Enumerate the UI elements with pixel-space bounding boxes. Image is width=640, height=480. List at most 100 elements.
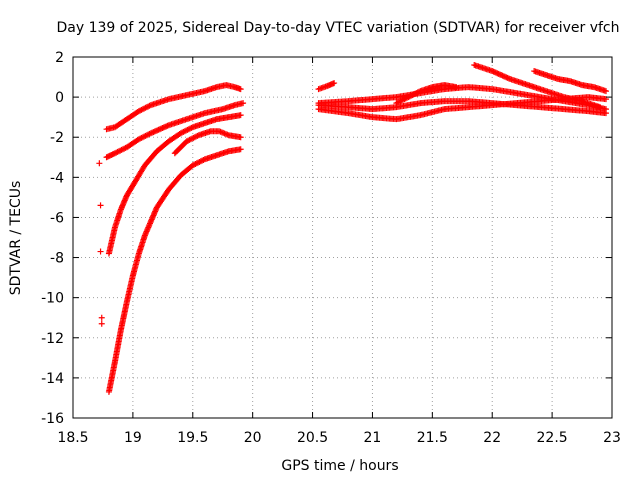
y-tick-label: -4: [50, 170, 64, 186]
data-point: [185, 137, 192, 144]
data-point: [142, 104, 149, 111]
data-point: [146, 130, 153, 137]
data-point: [115, 148, 122, 155]
data-point: [410, 91, 417, 98]
data-point: [138, 134, 145, 141]
series-arc10: [393, 82, 460, 107]
data-point: [183, 138, 190, 145]
data-point: [401, 96, 408, 103]
data-point: [135, 136, 142, 143]
data-point: [404, 94, 411, 101]
series-arc1: [103, 82, 244, 133]
data-point: [331, 80, 338, 87]
data-point: [98, 320, 105, 327]
series-arc12: [531, 68, 610, 95]
data-point: [118, 146, 125, 153]
series-arc11: [471, 62, 604, 111]
series-arc6: [315, 80, 338, 93]
data-point: [200, 156, 207, 163]
axis-ticks: [72, 56, 613, 419]
data-point: [97, 248, 104, 255]
y-tick-label: -14: [41, 371, 64, 387]
data-points: [96, 62, 610, 395]
y-tick-label: 2: [55, 50, 64, 66]
data-point: [193, 160, 200, 167]
data-point: [196, 158, 203, 165]
plot-frame: [72, 56, 613, 419]
series-isolated: [96, 160, 105, 327]
y-axis-title: SDTVAR / TECUs: [8, 181, 24, 296]
x-tick-label: 22.5: [537, 430, 568, 446]
data-point: [187, 125, 194, 132]
data-point: [402, 95, 409, 102]
y-tick-label: -8: [50, 251, 64, 267]
x-tick-label: 19: [124, 430, 142, 446]
data-point: [240, 100, 247, 107]
data-point: [145, 131, 152, 138]
data-point: [117, 147, 124, 154]
data-point: [139, 106, 146, 113]
data-point: [184, 126, 191, 133]
data-point: [194, 132, 201, 139]
data-point: [191, 161, 198, 168]
data-point: [114, 148, 121, 155]
data-point: [188, 124, 195, 131]
data-point: [97, 202, 104, 209]
series-arc3: [105, 112, 244, 257]
y-tick-label: -6: [50, 210, 64, 226]
chart-title: Day 139 of 2025, Sidereal Day-to-day VTE…: [56, 20, 619, 36]
tick-labels: 18.5 19 19.5 20 20.5 21 21.5 22 22.5 23-16-14-12-…: [41, 50, 621, 446]
series-arc5: [105, 146, 244, 395]
data-point: [413, 90, 420, 97]
data-point: [137, 107, 144, 114]
data-point: [394, 99, 401, 106]
data-point: [181, 128, 188, 135]
series-arc2: [103, 100, 247, 161]
data-point: [603, 110, 610, 117]
data-point: [603, 88, 610, 95]
y-tick-label: 0: [55, 90, 64, 106]
data-point: [397, 98, 404, 105]
data-point: [195, 159, 202, 166]
data-point: [141, 133, 148, 140]
x-tick-label: 21: [364, 430, 382, 446]
data-point: [145, 103, 152, 110]
data-point: [237, 134, 244, 141]
data-point: [177, 130, 184, 137]
data-point: [138, 106, 145, 113]
y-tick-label: -10: [41, 291, 64, 307]
data-point: [190, 134, 197, 141]
data-point: [192, 160, 199, 167]
data-point: [414, 89, 421, 96]
data-point: [143, 104, 150, 111]
data-point: [193, 133, 200, 140]
data-point: [189, 162, 196, 169]
x-tick-label: 23: [603, 430, 621, 446]
data-point: [137, 135, 144, 142]
x-tick-label: 20.5: [297, 430, 328, 446]
data-point: [409, 92, 416, 99]
data-point: [143, 132, 150, 139]
data-point: [119, 146, 126, 153]
data-point: [146, 102, 153, 109]
data-point: [597, 104, 604, 111]
data-point: [412, 90, 419, 97]
data-point: [199, 157, 206, 164]
data-point: [453, 84, 460, 91]
x-tick-label: 21.5: [417, 430, 448, 446]
data-point: [237, 112, 244, 119]
data-point: [393, 100, 400, 107]
y-tick-label: -12: [41, 331, 64, 347]
data-point: [139, 134, 146, 141]
data-point: [237, 146, 244, 153]
data-point: [183, 127, 190, 134]
data-point: [121, 145, 128, 152]
data-point: [96, 160, 103, 167]
data-point: [405, 94, 412, 101]
series-arc4: [171, 128, 244, 157]
data-point: [179, 129, 186, 136]
data-point: [180, 128, 187, 135]
y-tick-label: -2: [50, 130, 64, 146]
